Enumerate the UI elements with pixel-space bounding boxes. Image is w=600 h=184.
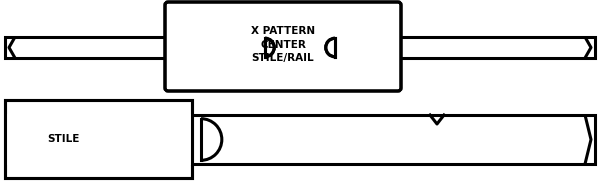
Text: STILE: STILE [47,134,79,144]
Wedge shape [327,39,335,56]
FancyBboxPatch shape [165,2,401,91]
Polygon shape [5,100,192,178]
Wedge shape [265,39,273,56]
Text: X PATTERN
CENTER
STILE/RAIL: X PATTERN CENTER STILE/RAIL [251,26,315,63]
Polygon shape [192,115,595,164]
Polygon shape [5,37,595,58]
Polygon shape [7,114,191,165]
Wedge shape [201,120,221,159]
Polygon shape [169,36,397,59]
